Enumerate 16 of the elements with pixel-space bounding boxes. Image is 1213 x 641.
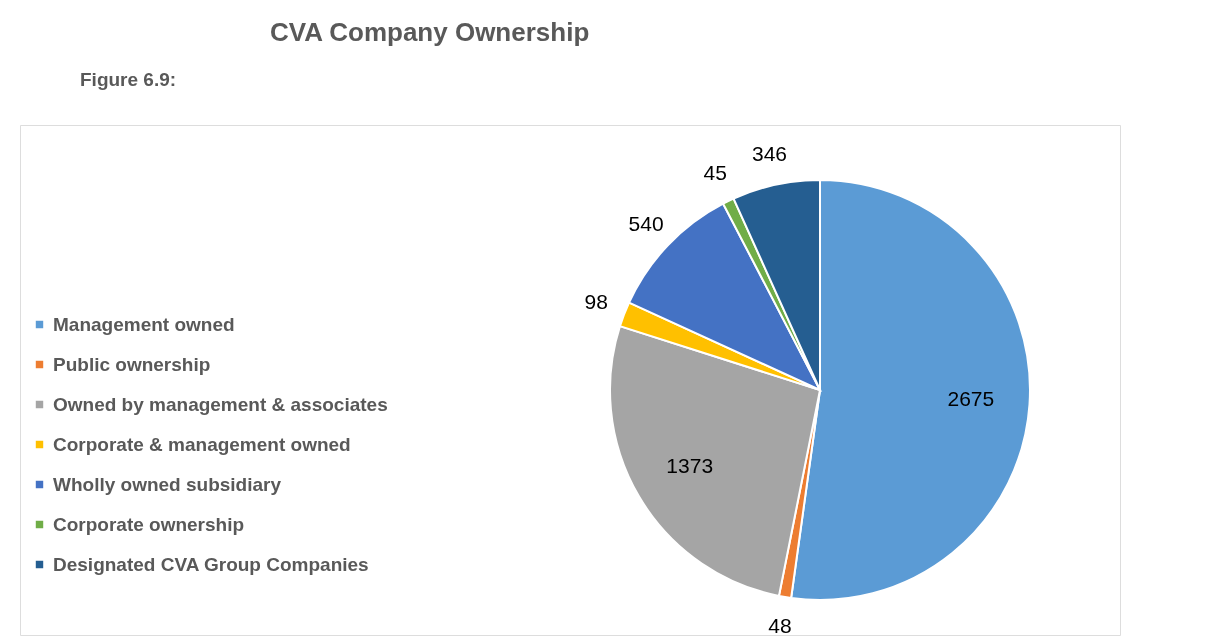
legend-label: Designated CVA Group Companies	[53, 553, 369, 575]
data-label: 45	[703, 161, 727, 185]
data-label: 48	[768, 613, 792, 637]
legend-label: Owned by management & associates	[53, 393, 388, 415]
data-label: 98	[584, 290, 608, 314]
caption: Figure 6.9:	[80, 69, 177, 90]
data-label: 346	[751, 142, 787, 166]
data-label: 540	[628, 211, 664, 235]
data-label: 2675	[947, 387, 995, 411]
legend-label: Public ownership	[53, 353, 211, 375]
legend-label: Corporate ownership	[53, 513, 245, 535]
legend-label: Management owned	[53, 313, 235, 335]
data-label: 1373	[666, 453, 714, 477]
chart-title: CVA Company Ownership	[270, 17, 590, 47]
legend-label: Corporate & management owned	[53, 433, 351, 455]
legend-label: Wholly owned subsidiary	[53, 473, 282, 495]
